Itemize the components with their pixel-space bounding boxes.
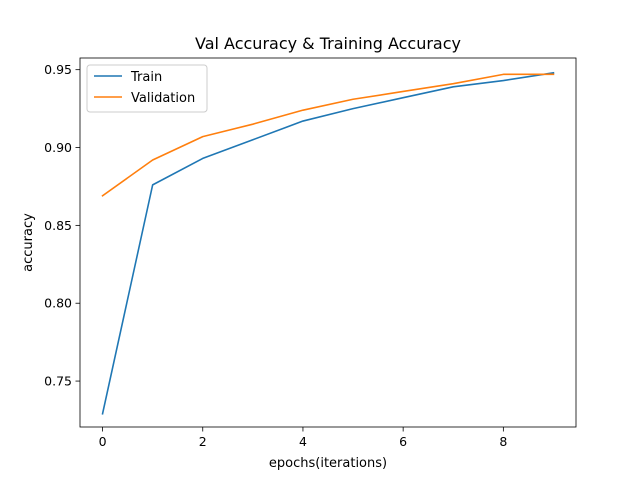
x-tick-label: 6 (399, 434, 407, 449)
y-tick-label: 0.90 (44, 140, 72, 155)
x-axis-label: epochs(iterations) (269, 456, 387, 471)
series-line-validation (101, 73, 555, 197)
y-axis-label: accuracy (21, 213, 36, 272)
series-layer (101, 71, 555, 415)
chart-title: Val Accuracy & Training Accuracy (195, 34, 461, 53)
y-tick-label: 0.85 (44, 218, 72, 233)
x-tick-label: 2 (199, 434, 207, 449)
ticks-layer: 0 2 4 6 8 0.75 0.80 0.85 0.90 0.95 (44, 62, 507, 449)
legend-label-train: Train (130, 70, 162, 85)
legend-label-validation: Validation (131, 91, 195, 106)
x-tick-label: 8 (499, 434, 507, 449)
x-tick-label: 4 (299, 434, 307, 449)
y-tick-label: 0.95 (44, 62, 72, 77)
legend: Train Validation (86, 64, 208, 113)
series-line-train (101, 71, 555, 415)
y-tick-label: 0.80 (44, 296, 72, 311)
x-tick-label: 0 (99, 434, 107, 449)
y-tick-label: 0.75 (44, 374, 72, 389)
plot-frame (79, 57, 577, 428)
